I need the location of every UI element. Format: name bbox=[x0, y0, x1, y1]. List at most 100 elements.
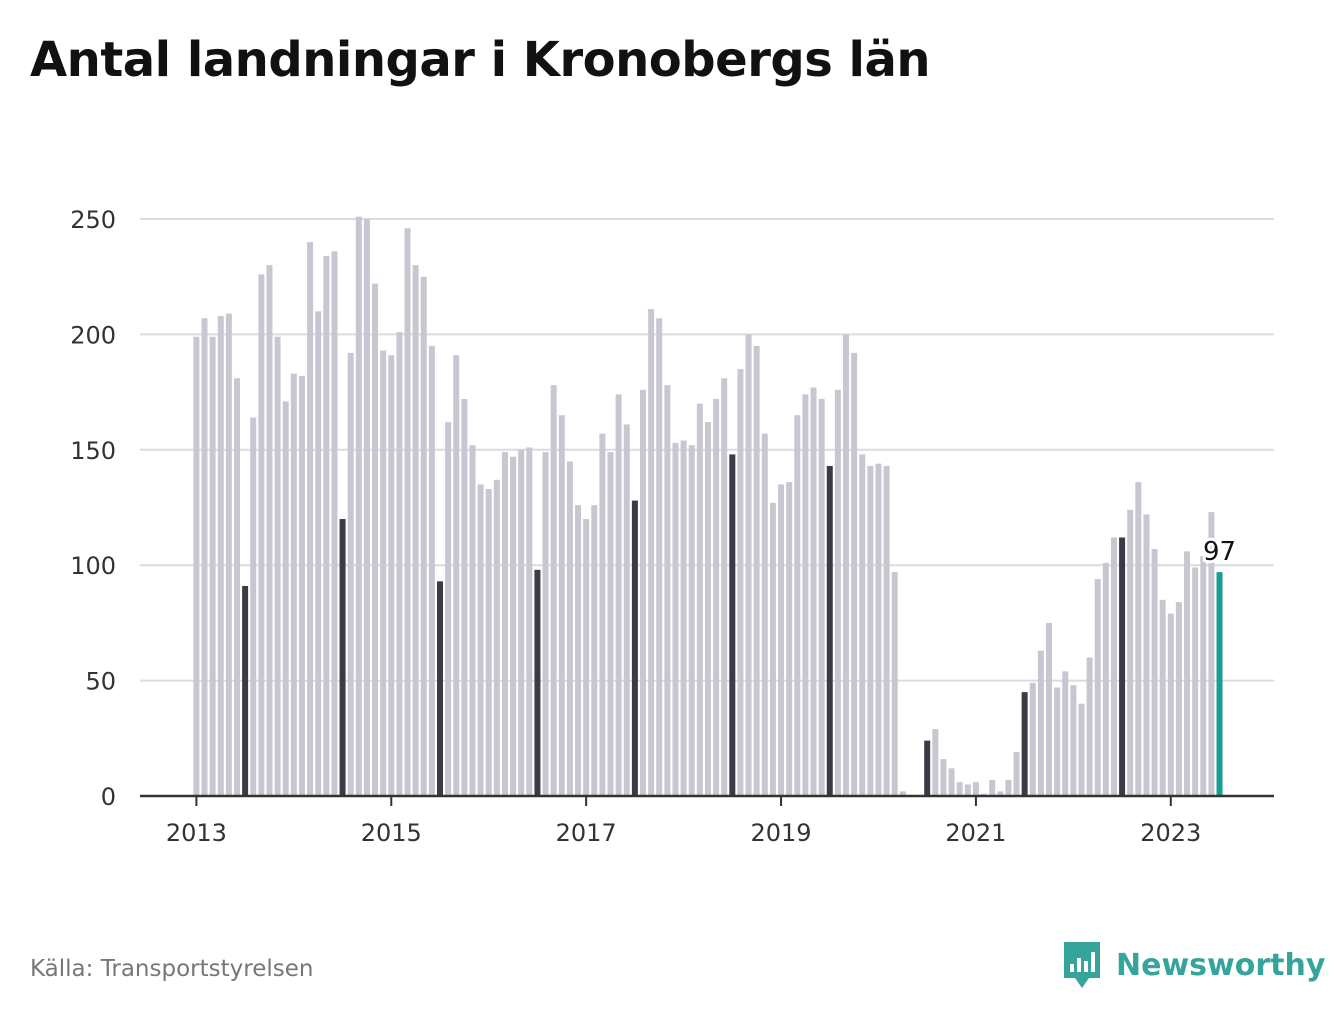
bar bbox=[526, 447, 533, 796]
bar bbox=[1029, 682, 1036, 796]
bar bbox=[534, 569, 541, 796]
bar bbox=[997, 791, 1004, 796]
bar bbox=[591, 505, 598, 796]
y-tick-label: 250 bbox=[70, 206, 116, 234]
bar bbox=[1062, 671, 1069, 796]
bar bbox=[1046, 622, 1052, 796]
bar bbox=[428, 345, 435, 796]
bar bbox=[948, 768, 955, 796]
bar bbox=[867, 465, 874, 796]
bar bbox=[1192, 567, 1199, 796]
bar bbox=[380, 350, 387, 796]
bars bbox=[193, 216, 1223, 797]
bar bbox=[794, 415, 801, 796]
bar bbox=[704, 422, 711, 796]
bar bbox=[453, 355, 460, 796]
bar bbox=[583, 519, 590, 796]
bar bbox=[1167, 613, 1174, 796]
bar bbox=[778, 484, 785, 796]
y-tick-label: 50 bbox=[85, 668, 116, 696]
bar bbox=[1070, 685, 1077, 796]
bar bbox=[802, 394, 809, 796]
bar bbox=[932, 729, 939, 796]
bar bbox=[307, 242, 314, 796]
bar bbox=[1102, 562, 1109, 796]
x-tick-label: 2013 bbox=[166, 819, 227, 847]
bar bbox=[1135, 482, 1142, 796]
bar bbox=[566, 461, 573, 796]
bar bbox=[599, 433, 606, 796]
bar bbox=[1110, 537, 1117, 796]
tick-labels: 0 50 100 150 200 250 2013 2015 2017 2019 2021 2023 9… bbox=[70, 206, 1239, 847]
y-tick-label: 0 bbox=[101, 783, 116, 811]
newsworthy-logo-icon bbox=[1064, 942, 1100, 988]
bar bbox=[972, 782, 979, 796]
x-tick-label: 2023 bbox=[1140, 819, 1201, 847]
bar bbox=[615, 394, 622, 796]
bar bbox=[843, 334, 849, 796]
bar bbox=[193, 336, 200, 796]
bar bbox=[818, 399, 825, 796]
bar bbox=[518, 449, 525, 796]
bar bbox=[696, 403, 703, 796]
bar bbox=[989, 779, 996, 796]
bar bbox=[1208, 512, 1215, 796]
x-tick-label: 2019 bbox=[751, 819, 812, 847]
bar bbox=[550, 385, 557, 796]
brand-name: Newsworthy bbox=[1116, 947, 1326, 983]
bar bbox=[331, 251, 338, 796]
bar bbox=[1151, 549, 1158, 796]
bar-chart: 0 50 100 150 200 250 2013 2015 2017 2019 2021 2023 9… bbox=[70, 206, 1274, 847]
bar bbox=[956, 782, 963, 796]
bar bbox=[469, 445, 476, 796]
bar bbox=[859, 454, 866, 796]
bar bbox=[396, 332, 403, 796]
bar bbox=[1013, 752, 1020, 796]
bar bbox=[672, 442, 679, 796]
bar bbox=[404, 228, 411, 796]
bar bbox=[623, 424, 630, 796]
bar bbox=[209, 336, 216, 796]
bar bbox=[680, 440, 687, 796]
bar bbox=[875, 463, 882, 796]
bar bbox=[924, 740, 931, 796]
chart-title: Antal landningar i Kronobergs län bbox=[30, 32, 931, 88]
bar bbox=[347, 352, 354, 796]
bar bbox=[753, 345, 760, 796]
bar bbox=[323, 255, 330, 797]
bar bbox=[1175, 602, 1182, 796]
bar bbox=[834, 389, 841, 796]
bar bbox=[1143, 514, 1150, 796]
bar bbox=[493, 479, 500, 796]
bar bbox=[899, 791, 906, 796]
bar bbox=[420, 276, 427, 796]
bar bbox=[721, 378, 728, 796]
bar bbox=[1021, 692, 1028, 796]
bar bbox=[201, 318, 208, 796]
bar bbox=[891, 572, 898, 796]
bar bbox=[217, 315, 224, 796]
bar bbox=[372, 283, 379, 796]
bar bbox=[558, 415, 565, 796]
bar bbox=[485, 489, 492, 796]
bar bbox=[1094, 579, 1101, 796]
bar bbox=[688, 445, 695, 796]
bar bbox=[461, 399, 468, 796]
bar bbox=[607, 452, 614, 796]
bar bbox=[575, 505, 582, 796]
bar bbox=[648, 309, 655, 796]
x-tick-label: 2021 bbox=[945, 819, 1006, 847]
bar bbox=[225, 313, 232, 796]
bar bbox=[737, 369, 744, 796]
bar bbox=[769, 502, 776, 796]
bar bbox=[298, 375, 305, 796]
latest-value-label: 97 bbox=[1203, 537, 1236, 567]
x-tick-label: 2015 bbox=[361, 819, 422, 847]
bar bbox=[258, 274, 265, 797]
bar bbox=[851, 352, 858, 796]
bar bbox=[729, 454, 736, 796]
bar bbox=[412, 265, 419, 796]
brand-logo[interactable]: Newsworthy bbox=[1062, 940, 1325, 990]
bar bbox=[940, 759, 947, 796]
bar bbox=[1200, 555, 1207, 796]
